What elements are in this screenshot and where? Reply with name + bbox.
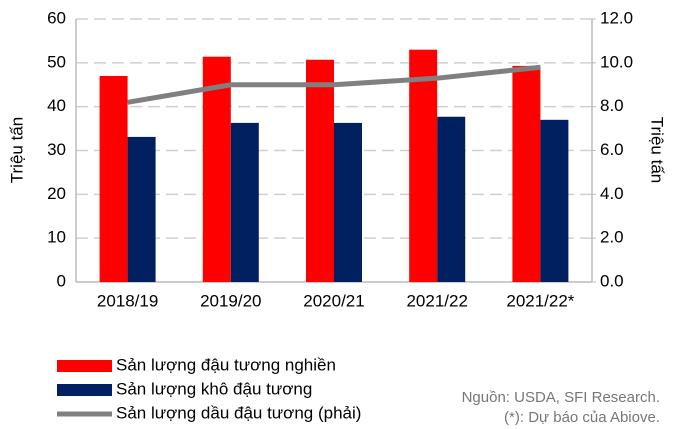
- bar: [334, 122, 362, 282]
- legend-label: Sản lượng đậu tương nghiền: [116, 355, 336, 374]
- bar: [540, 119, 569, 282]
- y2-tick-label: 8.0: [600, 96, 624, 115]
- bar: [306, 59, 334, 282]
- bar: [127, 136, 156, 282]
- y2-tick-label: 2.0: [600, 228, 624, 247]
- line: [127, 64, 541, 105]
- y-tick-label: 10: [47, 228, 66, 247]
- y2-tick-label: 12.0: [600, 8, 633, 27]
- note: (*): Dự báo của Abiove.: [504, 409, 660, 426]
- x-tick-label: 2018/19: [97, 291, 158, 310]
- x-tick-label: 2019/20: [200, 291, 261, 310]
- y-tick-label: 20: [47, 184, 66, 203]
- bar: [202, 56, 231, 282]
- y-tick-label: 50: [47, 52, 66, 71]
- y2-tick-label: 4.0: [600, 184, 624, 203]
- y-axis-label: Triệu tấn: [7, 117, 26, 183]
- y-tick-label: 60: [47, 8, 66, 27]
- source: Nguồn: USDA, SFI Research.: [462, 389, 660, 406]
- y2-tick-label: 6.0: [600, 140, 624, 159]
- y2-tick-label: 0.0: [600, 271, 624, 290]
- y-tick-label: 40: [47, 96, 66, 115]
- bar: [230, 122, 259, 282]
- legend-swatch: [57, 384, 112, 396]
- legend-label: Sản lượng dầu đậu tương (phải): [116, 403, 361, 422]
- x-tick-label: 2021/22: [406, 291, 467, 310]
- x-tick-label: 2021/22*: [506, 291, 574, 310]
- y2-axis-label: Triệu tấn: [648, 117, 667, 183]
- legend-label: Sản lượng khô đậu tương: [116, 379, 312, 398]
- legend-swatch: [57, 360, 112, 372]
- bar: [512, 65, 541, 282]
- y2-tick-label: 10.0: [600, 52, 633, 71]
- bar: [409, 49, 438, 282]
- y-tick-label: 0: [57, 271, 66, 290]
- bar: [437, 116, 466, 282]
- y-tick-label: 30: [47, 140, 66, 159]
- x-tick-label: 2020/21: [303, 291, 364, 310]
- bar: [99, 75, 128, 282]
